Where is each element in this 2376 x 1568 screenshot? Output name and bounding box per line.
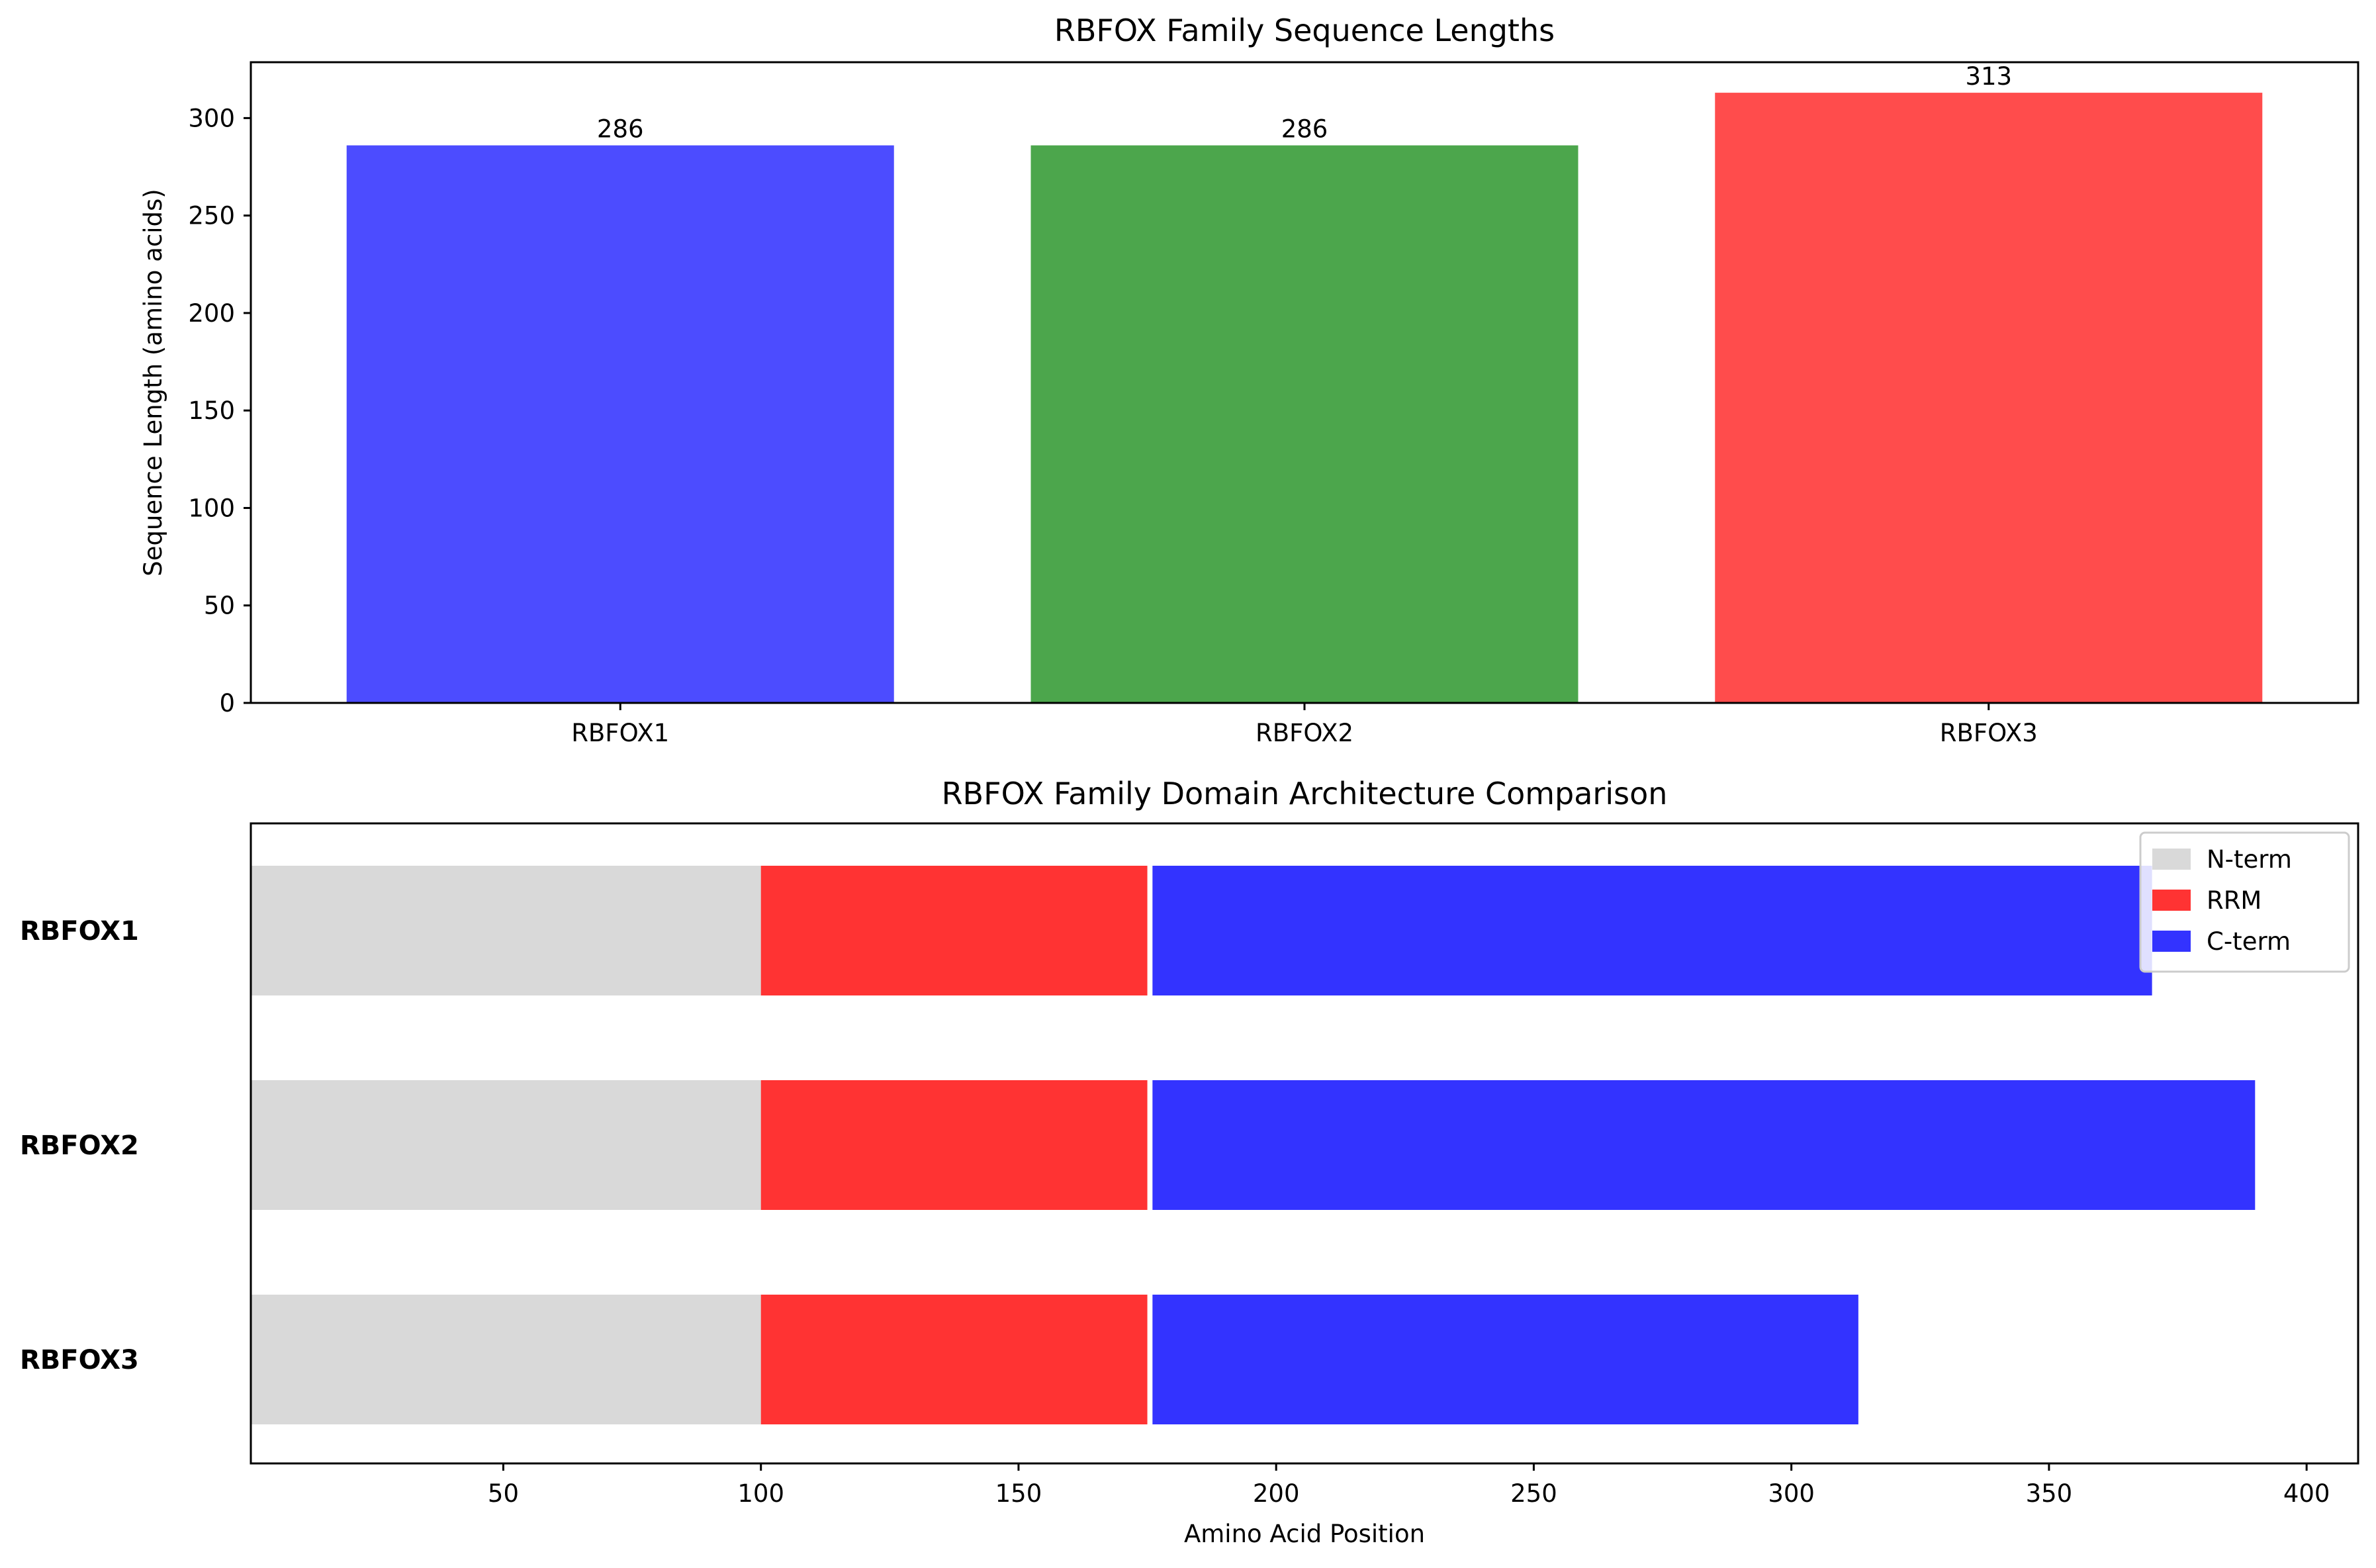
- chart2-x-axis-label: Amino Acid Position: [1184, 1520, 1425, 1548]
- bar-rbfox3: [1715, 93, 2263, 704]
- y-tick-label: 300: [188, 104, 235, 132]
- legend-swatch-c-term: [2152, 931, 2191, 952]
- segment-rbfox1-c-term: [1152, 866, 2152, 995]
- x-tick-label: 200: [1253, 1479, 1300, 1508]
- category-label-rbfox1: RBFOX1: [20, 916, 139, 946]
- legend-label-rrm: RRM: [2207, 886, 2262, 915]
- category-label-rbfox2: RBFOX2: [20, 1130, 139, 1161]
- segment-rbfox3-c-term: [1152, 1295, 1858, 1424]
- x-tick-label: 150: [995, 1479, 1042, 1508]
- x-tick-label-rbfox3: RBFOX3: [1940, 719, 2038, 747]
- sequence-length-chart: RBFOX Family Sequence Lengths 286 286313 …: [139, 13, 2359, 747]
- x-tick-label-rbfox1: RBFOX1: [571, 719, 669, 747]
- y-tick-label: 50: [204, 592, 235, 620]
- x-tick-label-rbfox2: RBFOX2: [1256, 719, 1353, 747]
- segment-rbfox1-rrm: [760, 866, 1148, 995]
- x-tick-label: 100: [737, 1479, 784, 1508]
- y-tick-label: 0: [219, 689, 235, 717]
- chart2-category-labels: RBFOX1 RBFOX2 RBFOX3: [20, 916, 139, 1375]
- y-tick-label: 150: [188, 396, 235, 425]
- x-tick-label: 350: [2026, 1479, 2073, 1508]
- domain-architecture-chart: RBFOX Family Domain Architecture Compari…: [20, 776, 2359, 1548]
- x-tick-label: 300: [1768, 1479, 1815, 1508]
- segment-rbfox1-n-term: [251, 866, 761, 995]
- x-tick-label: 400: [2283, 1479, 2330, 1508]
- segment-rbfox3-n-term: [251, 1295, 761, 1424]
- chart1-y-axis-label: Sequence Length (amino acids): [139, 189, 167, 576]
- legend-swatch-rrm: [2152, 890, 2191, 911]
- segment-rbfox3-rrm: [760, 1295, 1148, 1424]
- chart2-axes-frame: [250, 822, 2359, 1465]
- chart1-value-labels: 286 286 313: [597, 62, 2012, 144]
- segment-rbfox2-n-term: [251, 1080, 761, 1210]
- y-tick-label: 100: [188, 494, 235, 522]
- segment-rbfox2-c-term: [1152, 1080, 2256, 1210]
- bar-rbfox2: [1030, 145, 1578, 703]
- x-tick-label: 250: [1510, 1479, 1557, 1508]
- chart1-title: RBFOX Family Sequence Lengths: [1054, 13, 1555, 48]
- value-label-rbfox3: 313: [1965, 62, 2012, 91]
- value-label-rbfox2: 286: [1281, 115, 1328, 144]
- chart2-segments: [251, 866, 2256, 1424]
- x-tick-label: 50: [488, 1479, 519, 1508]
- y-tick-label: 250: [188, 202, 235, 230]
- bar-rbfox1: [346, 145, 894, 703]
- chart2-legend: N-term RRM C-term: [2139, 831, 2350, 973]
- segment-rbfox2-rrm: [760, 1080, 1148, 1210]
- legend-swatch-n-term: [2152, 849, 2191, 870]
- legend-label-c-term: C-term: [2207, 927, 2291, 956]
- chart1-x-ticks: RBFOX1 RBFOX2 RBFOX3: [571, 703, 2038, 747]
- legend-frame: [2139, 831, 2350, 973]
- category-label-rbfox3: RBFOX3: [20, 1345, 139, 1375]
- value-label-rbfox1: 286: [597, 115, 644, 144]
- chart1-bars: [346, 93, 2263, 704]
- y-tick-label: 200: [188, 299, 235, 328]
- chart2-x-ticks: 50 100 150 200 250 300 350 400: [488, 1463, 2330, 1508]
- chart2-title: RBFOX Family Domain Architecture Compari…: [942, 776, 1668, 811]
- legend-label-n-term: N-term: [2207, 845, 2292, 874]
- chart1-y-ticks: 0 50 100 150 200 250 300: [188, 104, 251, 717]
